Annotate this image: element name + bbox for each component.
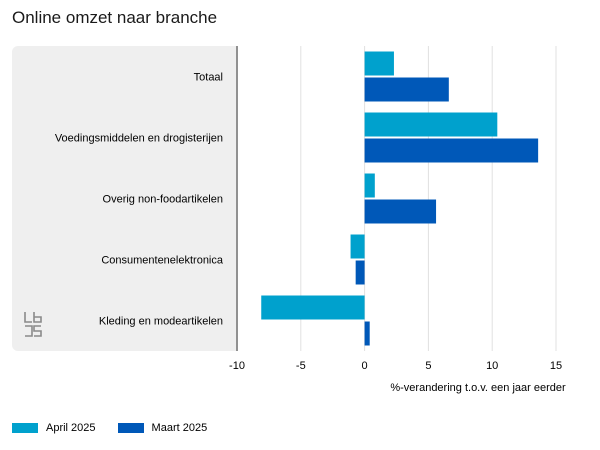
category-label: Kleding en modeartikelen	[99, 316, 223, 328]
label-panel	[12, 46, 238, 351]
x-tick-label: 15	[550, 360, 562, 372]
bar-maart	[364, 138, 539, 163]
bar-april	[364, 51, 394, 76]
legend: April 2025 Maart 2025	[12, 422, 207, 434]
legend-label-maart: Maart 2025	[151, 422, 208, 434]
cbs-logo-icon	[24, 312, 42, 337]
category-label: Overig non-foodartikelen	[103, 194, 223, 206]
bar-maart	[364, 321, 370, 346]
bars	[261, 51, 539, 346]
bar-maart	[364, 199, 437, 224]
bar-april	[261, 295, 365, 320]
category-label: Voedingsmiddelen en drogisterijen	[55, 133, 223, 145]
bar-april	[364, 173, 375, 198]
x-tick-label: 0	[362, 360, 368, 372]
legend-item-maart: Maart 2025	[117, 422, 208, 434]
x-tick-label: -10	[229, 360, 245, 372]
x-axis-label: %-verandering t.o.v. een jaar eerder	[390, 382, 566, 394]
bar-april	[364, 112, 498, 137]
chart-title: Online omzet naar branche	[12, 8, 218, 27]
x-tick-label: -5	[296, 360, 306, 372]
legend-swatch-maart	[117, 423, 144, 433]
category-labels: Totaal Voedingsmiddelen en drogisterijen O…	[55, 72, 224, 328]
bar-maart	[355, 260, 365, 285]
bar-april	[350, 234, 365, 259]
legend-swatch-april	[12, 423, 38, 433]
bar-chart: Totaal Voedingsmiddelen en drogisterijen O…	[55, 46, 566, 394]
x-tick-label: 10	[486, 360, 498, 372]
x-tick-labels: -10 -5 0 5 10 15	[229, 360, 562, 372]
bar-maart	[364, 77, 449, 102]
x-tick-label: 5	[425, 360, 431, 372]
category-label: Consumentenelektronica	[101, 255, 224, 267]
legend-item-april: April 2025	[12, 422, 96, 434]
legend-label-april: April 2025	[46, 422, 96, 434]
category-label: Totaal	[194, 72, 223, 84]
